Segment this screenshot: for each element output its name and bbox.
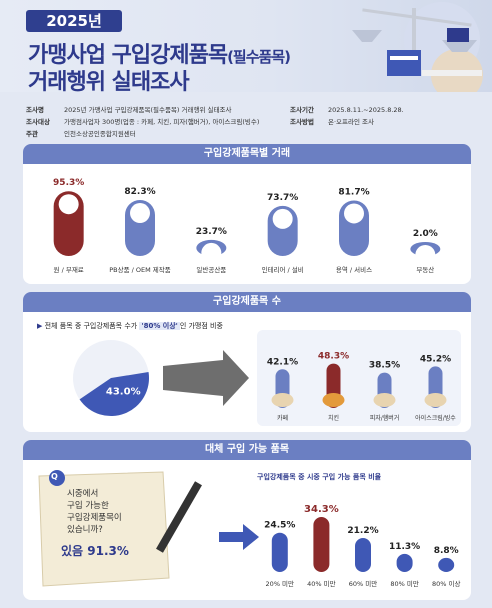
value-label: 81.7% — [338, 187, 369, 197]
category-label: 80% 이상 — [432, 579, 460, 588]
value-label: 34.3% — [304, 504, 339, 515]
industry-panel: 42.1% 카페 48.3% 치킨 38.5% 피자/햄버거 45.2% 아이스크림/빙수 — [257, 330, 461, 426]
value-label: 95.3% — [53, 178, 84, 188]
section-substitute: 대체 구입 가능 품목 Q 시중에서 구입 가능한 구입강제품목이 있습니까? … — [23, 440, 471, 600]
info-key: 조사방법 — [290, 118, 314, 126]
year-badge: 2025년 — [26, 10, 122, 32]
industry-svg: 42.1% 카페 48.3% 치킨 38.5% 피자/햄버거 45.2% 아이스크림/빙수 — [267, 352, 456, 422]
bar-icon — [201, 242, 222, 263]
category-label: 원 / 부재료 — [54, 265, 84, 274]
page-title-line1: 가맹사업 구입강제품목(필수품목) — [28, 37, 291, 69]
section-items-trade: 구입강제품목별 거래 95.3% 원 / 부재료 82.3% PB상품 / OEM 제… — [23, 144, 471, 284]
bar-icon — [344, 203, 364, 224]
bar — [438, 557, 455, 572]
bar-icon — [271, 393, 294, 407]
category-label: PB상품 / OEM 제작품 — [109, 265, 171, 274]
header-banner: 2025년 가맹사업 구입강제품목(필수품목) 거래행위 실태조사 — [0, 0, 492, 92]
title-paren: (필수품목) — [227, 48, 291, 66]
value-label: 23.7% — [196, 227, 227, 237]
bullet-highlight: '80% 이상' — [139, 322, 180, 330]
bar-icon — [415, 245, 436, 265]
bullet-marker: ▶ — [37, 322, 45, 330]
bar-icon — [272, 208, 293, 229]
category-label: 용역 / 서비스 — [336, 265, 372, 274]
arrow-graphic — [163, 350, 249, 406]
value-label: 45.2% — [420, 354, 451, 364]
bar — [313, 517, 330, 572]
survey-info: 조사명 2025년 가맹사업 구입강제품목(필수품목) 거래행위 실태조사 조사대… — [26, 101, 471, 141]
question-line: 구입 가능한 — [67, 501, 109, 511]
pie-slice — [79, 372, 149, 416]
value-label: 21.2% — [347, 526, 378, 536]
category-label: 치킨 — [328, 414, 339, 422]
right-arrow — [219, 524, 259, 550]
info-value: 2025.8.11.~2025.8.28. — [328, 106, 404, 114]
bullet-prefix: 전체 품목 중 구입강제품목 수가 — [44, 322, 140, 330]
substitute-chart-title: 구입강제품목 중 시중 구입 가능 품목 비율 — [257, 473, 382, 481]
bullet-suffix: 인 가맹점 비중 — [179, 322, 223, 330]
title-main: 가맹사업 구입강제품목 — [28, 43, 228, 68]
info-key: 조사기간 — [290, 106, 314, 114]
bar-icon — [130, 203, 150, 224]
bullet-text: ▶ 전체 품목 중 구입강제품목 수가 '80% 이상' 인 가맹점 비중 — [37, 321, 223, 331]
bar-icon — [322, 393, 345, 407]
substitute-chart: 24.5% 20% 미만 34.3% 40% 미만 21.2% 60% 미만 11.3% 80… — [259, 486, 467, 596]
category-label: 부동산 — [416, 265, 434, 274]
value-label: 11.3% — [389, 542, 420, 552]
info-value: 가맹점사업자 300명(업종 : 카페, 치킨, 피자(햄버거), 아이스크림(… — [64, 118, 260, 126]
bar — [396, 553, 413, 572]
answer-prefix: 있음 — [61, 544, 88, 558]
substitute-svg: 24.5% 20% 미만 34.3% 40% 미만 21.2% 60% 미만 11.3% 80… — [264, 504, 460, 588]
value-label: 38.5% — [369, 361, 400, 371]
question-line: 시중에서 — [67, 489, 99, 499]
question-line: 있습니까? — [67, 525, 103, 535]
section-title: 구입강제품목 수 — [23, 292, 471, 312]
scale-illustration — [352, 2, 483, 92]
value-label: 48.3% — [318, 352, 349, 362]
section-title: 대체 구입 가능 품목 — [23, 440, 471, 460]
pie-and-arrow: 43.0% — [73, 340, 249, 416]
value-label: 24.5% — [264, 521, 295, 531]
industry-chart: 42.1% 카페 48.3% 치킨 38.5% 피자/햄버거 45.2% 아이스크림/빙수 — [257, 330, 461, 426]
value-label: 2.0% — [413, 229, 438, 239]
info-value: 인천소상공인종합지원센터 — [64, 130, 136, 138]
category-label: 인테리어 / 설비 — [262, 265, 304, 274]
category-label: 카페 — [277, 414, 288, 422]
bar-icon — [373, 393, 396, 407]
section-item-count: 구입강제품목 수 ▶ 전체 품목 중 구입강제품목 수가 '80% 이상' 인 가… — [23, 292, 471, 432]
category-label: 40% 미만 — [307, 579, 335, 588]
category-label: 80% 미만 — [390, 579, 418, 588]
value-label: 42.1% — [267, 357, 298, 367]
category-label: 60% 미만 — [349, 579, 377, 588]
pie-label: 43.0% — [106, 386, 141, 397]
info-key: 주관 — [26, 130, 38, 138]
question-line: 구입강제품목이 — [67, 513, 122, 523]
category-label: 피자/햄버거 — [370, 414, 400, 422]
bar-icon — [58, 194, 79, 215]
answer-text: 있음 91.3% — [61, 542, 129, 559]
value-label: 73.7% — [267, 193, 298, 203]
question-illustration — [38, 470, 202, 587]
bar — [271, 532, 288, 572]
info-key: 조사대상 — [26, 118, 50, 126]
page-title-line2: 거래행위 실태조사 — [28, 70, 190, 92]
question-badge: Q — [51, 472, 58, 481]
value-label: 82.3% — [124, 187, 155, 197]
category-label: 아이스크림/빙수 — [415, 414, 456, 422]
bar-icon — [424, 393, 447, 407]
section-title: 구입강제품목별 거래 — [23, 144, 471, 164]
category-label: 일반공산품 — [196, 265, 226, 274]
bar — [355, 538, 371, 572]
answer-value: 91.3% — [87, 544, 129, 558]
info-value: 2025년 가맹사업 구입강제품목(필수품목) 거래행위 실태조사 — [64, 106, 232, 114]
value-label: 8.8% — [434, 546, 459, 556]
info-key: 조사명 — [26, 106, 44, 114]
info-value: 온·오프라인 조사 — [328, 118, 374, 126]
items-trade-chart: 95.3% 원 / 부재료 82.3% PB상품 / OEM 제작품 23.7% 일반공산… — [23, 164, 471, 284]
question-text: 시중에서 구입 가능한 구입강제품목이 있습니까? — [67, 488, 122, 536]
items-trade-svg: 95.3% 원 / 부재료 82.3% PB상품 / OEM 제작품 23.7% 일반공산… — [53, 178, 441, 274]
category-label: 20% 미만 — [266, 579, 294, 588]
